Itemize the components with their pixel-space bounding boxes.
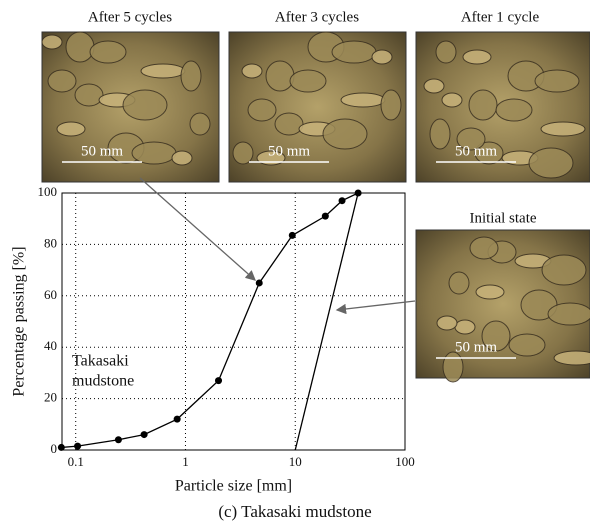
rock [455,320,475,334]
rock [548,303,590,325]
data-point [58,444,65,451]
photo-label: After 3 cycles [275,9,359,25]
data-point [215,377,222,384]
y-tick-label: 60 [44,287,57,302]
caption: (c) Takasaki mudstone [218,502,371,521]
rock [372,50,392,64]
rock [442,93,462,107]
rock [275,113,303,135]
rock [463,50,491,64]
rock [323,119,367,149]
y-tick-label: 100 [38,184,58,199]
rock [66,32,94,62]
rock [424,79,444,93]
rock [57,122,85,136]
photo-label: After 5 cycles [88,9,172,25]
rock [542,255,586,285]
rock [190,113,210,135]
series-line [61,193,358,447]
rock [75,84,103,106]
rock [181,61,201,91]
rock [290,70,326,92]
rock [233,142,253,164]
rock [341,93,385,107]
data-point [289,232,296,239]
rock [381,90,401,120]
scale-text: 50 mm [455,143,497,159]
y-tick-label: 40 [44,338,57,353]
y-tick-label: 80 [44,235,57,250]
annotation: Takasaki [72,353,129,370]
rock [42,35,62,49]
rock [541,122,585,136]
rock [430,119,450,149]
x-axis-label: Particle size [mm] [175,478,292,495]
data-point [115,436,122,443]
rock [469,90,497,120]
x-tick-label: 1 [182,454,189,469]
rock [509,334,545,356]
figure: After 5 cycles 50 mm After 3 cycles 50 mm Af… [0,0,590,529]
rock [496,99,532,121]
rock [141,64,185,78]
y-axis-label: Percentage passing [%] [11,246,28,396]
rock [172,151,192,165]
annotation: mudstone [72,373,134,390]
x-tick-label: 10 [289,454,302,469]
rock [132,142,176,164]
series-line [295,193,358,450]
rock [242,64,262,78]
photo-label: Initial state [469,210,536,226]
rock [248,99,276,121]
y-tick-label: 0 [51,441,58,456]
rock [529,148,573,178]
data-point [74,443,81,450]
rock [476,285,504,299]
data-point [256,279,263,286]
x-tick-label: 0.1 [68,454,84,469]
x-tick-label: 100 [395,454,415,469]
rock [436,41,456,63]
plot-frame [62,193,405,450]
data-point [322,213,329,220]
rock [554,351,590,365]
rock [470,237,498,259]
rock [266,61,294,91]
photo-label: After 1 cycle [461,9,540,25]
rock [535,70,579,92]
rock [332,41,376,63]
scale-text: 50 mm [81,143,123,159]
scale-text: 50 mm [268,143,310,159]
data-point [141,431,148,438]
data-point [174,416,181,423]
rock [449,272,469,294]
rock [443,352,463,382]
rock [90,41,126,63]
y-tick-label: 20 [44,390,57,405]
rock [48,70,76,92]
rock [123,90,167,120]
arrow [337,301,415,310]
rock [437,316,457,330]
scale-text: 50 mm [455,339,497,355]
data-point [339,197,346,204]
